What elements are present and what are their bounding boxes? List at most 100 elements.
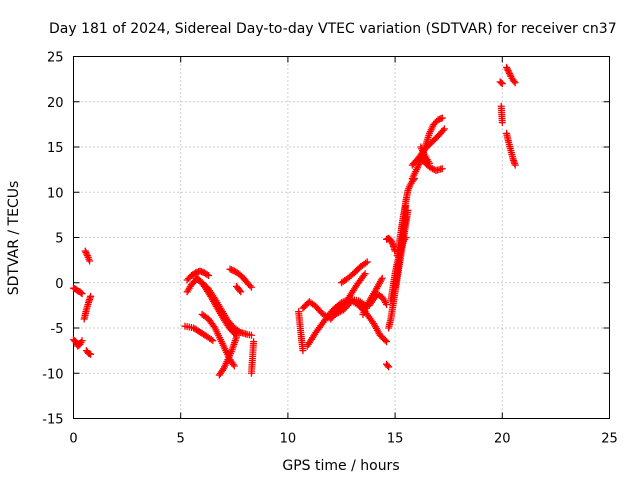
- data-point: [384, 362, 392, 370]
- x-tick-label: 15: [387, 432, 404, 447]
- data-point: [229, 360, 237, 368]
- series-seg-b2: [183, 267, 213, 284]
- data-point: [511, 79, 519, 87]
- data-point: [77, 289, 85, 297]
- x-tick-label: 0: [69, 432, 77, 447]
- x-tick-label: 20: [494, 432, 511, 447]
- series-seg-f2: [497, 102, 506, 127]
- data-point: [232, 333, 240, 341]
- series-seg-a2: [70, 336, 86, 350]
- data-point: [497, 79, 505, 87]
- series-seg-e4: [417, 143, 433, 167]
- data-point: [381, 336, 389, 344]
- series-seg-b8: [232, 282, 245, 296]
- data-point: [438, 114, 446, 122]
- data-point: [387, 236, 395, 244]
- data-point: [83, 250, 91, 258]
- data-point: [383, 338, 391, 346]
- data-point: [207, 336, 215, 344]
- y-tick-label: 25: [47, 51, 64, 66]
- data-point: [439, 126, 447, 134]
- data-point: [438, 165, 446, 173]
- chart-title: Day 181 of 2024, Sidereal Day-to-day VTE…: [49, 21, 617, 37]
- data-point: [503, 65, 511, 73]
- series-seg-f3: [503, 63, 519, 87]
- data-point: [363, 258, 371, 266]
- data-point: [498, 80, 506, 88]
- data-point: [78, 337, 86, 345]
- data-point: [205, 272, 213, 280]
- data-point: [247, 283, 255, 291]
- data-point: [246, 282, 254, 290]
- data-point: [237, 288, 245, 296]
- data-point: [361, 270, 369, 278]
- series-seg-c8: [383, 360, 393, 371]
- y-tick-label: 0: [55, 277, 63, 292]
- y-tick-label: -5: [51, 322, 64, 337]
- data-point: [377, 276, 385, 284]
- data-point: [87, 292, 95, 300]
- data-point: [511, 161, 519, 169]
- x-tick-label: 25: [601, 432, 618, 447]
- y-tick-label: 15: [47, 141, 64, 156]
- series-seg-b7: [226, 265, 255, 291]
- data-point: [505, 68, 513, 76]
- series-seg-a4: [82, 347, 95, 358]
- series-seg-b9: [247, 338, 258, 377]
- y-tick-label: 20: [47, 96, 64, 111]
- series-seg-c5: [338, 258, 371, 287]
- data-point: [362, 259, 370, 267]
- series-seg-c3: [303, 295, 371, 350]
- series-seg-b6: [215, 333, 240, 379]
- data-point: [203, 271, 211, 279]
- data-point: [86, 257, 94, 265]
- series-seg-c1: [295, 308, 307, 355]
- data-points: [70, 63, 519, 379]
- series-seg-e2: [408, 125, 448, 169]
- data-point: [378, 274, 386, 282]
- data-point: [510, 77, 518, 85]
- data-point: [82, 249, 90, 257]
- data-point: [78, 290, 86, 298]
- series-seg-a3: [80, 292, 95, 323]
- data-point: [87, 350, 95, 358]
- x-axis-title: GPS time / hours: [282, 458, 399, 474]
- data-point: [72, 338, 80, 346]
- data-point: [388, 238, 396, 246]
- series-seg-b1: [181, 322, 217, 345]
- data-point: [388, 239, 396, 247]
- x-tick-label: 10: [280, 432, 297, 447]
- data-point: [247, 331, 255, 339]
- y-tick-label: -15: [42, 413, 63, 428]
- data-point: [498, 119, 506, 127]
- series-seg-a5: [81, 247, 94, 265]
- data-point: [385, 363, 393, 371]
- grid: [73, 56, 610, 419]
- y-tick-labels: -15 -10 -5 0 5 10 15 20 25: [42, 51, 63, 428]
- series-seg-a1: [70, 284, 86, 298]
- data-point: [236, 286, 244, 294]
- data-point: [505, 69, 513, 77]
- series-seg-f1: [496, 78, 506, 88]
- x-tick-label: 5: [177, 432, 185, 447]
- series-seg-f4: [503, 129, 519, 169]
- data-point: [425, 159, 433, 167]
- data-point: [230, 362, 238, 370]
- data-point: [504, 66, 512, 74]
- data-point: [231, 330, 239, 338]
- data-point: [235, 327, 243, 335]
- data-point: [440, 125, 448, 133]
- y-axis-title: SDTVAR / TECUs: [6, 181, 22, 296]
- y-tick-label: 10: [47, 186, 64, 201]
- x-tick-labels: 0 5 10 15 20 25: [69, 432, 617, 447]
- data-point: [247, 369, 255, 377]
- data-point: [299, 347, 307, 355]
- y-tick-label: 5: [55, 232, 63, 247]
- series-seg-b5: [192, 274, 255, 339]
- y-tick-label: -10: [42, 367, 63, 382]
- series-seg-c7: [365, 291, 391, 309]
- series-seg-e3: [419, 157, 446, 175]
- data-point: [209, 337, 217, 345]
- data-point: [503, 63, 511, 71]
